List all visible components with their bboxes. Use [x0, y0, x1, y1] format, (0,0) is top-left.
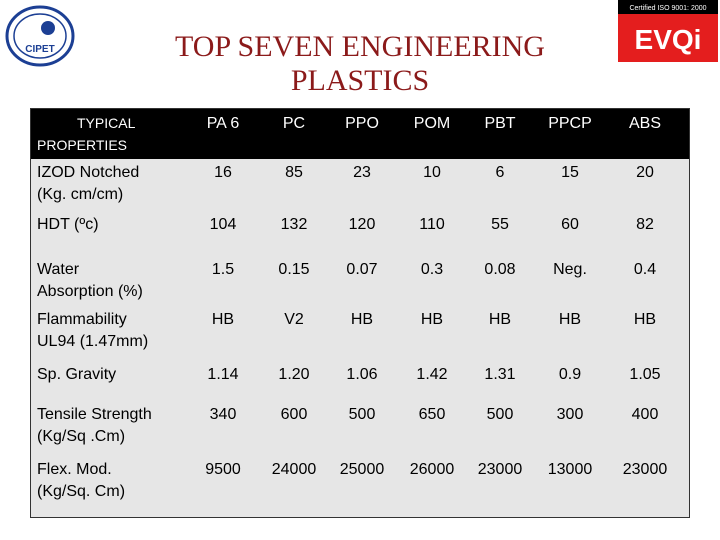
cell-value: 0.9: [558, 366, 582, 383]
header-cell: PROPERTIES: [37, 137, 127, 153]
cell-value: 10: [423, 164, 441, 181]
cell-value: 15: [561, 164, 579, 181]
cell-value: 0.4: [633, 261, 657, 278]
cell-value: 16: [214, 164, 232, 181]
header-cell: PC: [282, 115, 306, 132]
title: TOP SEVEN ENGINEERING: [175, 30, 545, 63]
row-label: UL94 (1.47mm): [37, 333, 149, 350]
cell-value: 0.3: [420, 261, 444, 278]
cell-value: 82: [636, 216, 654, 233]
cell-value: 26000: [409, 461, 455, 478]
cell-value: 55: [491, 216, 509, 233]
cell-value: 1.14: [207, 366, 239, 383]
cell-value: HB: [350, 311, 374, 328]
cell-value: 1.42: [416, 366, 448, 383]
cell-value: 1.5: [211, 261, 235, 278]
cell-value: 1.05: [629, 366, 661, 383]
logo-text: EVQi: [635, 24, 702, 55]
cell-value: HB: [633, 311, 657, 328]
cell-value: 600: [280, 406, 308, 423]
row-label: (Kg/Sq .Cm): [37, 428, 126, 445]
row-label: IZOD Notched: [37, 164, 140, 181]
cell-value: 1.20: [278, 366, 310, 383]
cell-value: 0.15: [278, 261, 310, 278]
right-logo: Certified ISO 9001: 2000 EVQi: [618, 0, 718, 62]
cell-value: 23: [353, 164, 371, 181]
row-label: Flex. Mod.: [37, 461, 112, 478]
cell-value: 300: [556, 406, 584, 423]
header-cell: PA 6: [206, 115, 240, 132]
cell-value: HB: [488, 311, 512, 328]
cell-value: Neg.: [553, 261, 587, 278]
cell-value: 110: [419, 216, 445, 233]
row-label: Absorption (%): [37, 283, 143, 300]
cell-value: 6: [495, 164, 505, 181]
header-cell: PBT: [484, 115, 516, 132]
title: PLASTICS: [290, 64, 430, 97]
cell-value: 340: [209, 406, 237, 423]
cell-value: 120: [348, 216, 376, 233]
header-cell: ABS: [628, 115, 661, 132]
cell-value: 23000: [477, 461, 523, 478]
row-label: Flammability: [37, 311, 127, 328]
row-label: Tensile Strength: [37, 406, 152, 423]
cell-value: 1.06: [346, 366, 378, 383]
cell-value: HB: [420, 311, 444, 328]
cell-value: 500: [486, 406, 514, 423]
cell-value: 1.31: [484, 366, 516, 383]
properties-table: TYPICAL PROPERTIES PA 6 PC PPO POM PBT PPCP ABS I…: [30, 108, 690, 518]
cell-value: 500: [348, 406, 376, 423]
logo-text: CIPET: [25, 44, 54, 55]
cell-value: HB: [558, 311, 582, 328]
header-cell: TYPICAL: [77, 115, 136, 131]
cell-value: 20: [636, 164, 654, 181]
header-cell: POM: [413, 115, 451, 132]
left-logo: CIPET: [5, 5, 75, 67]
row-label: (Kg/Sq. Cm): [37, 483, 126, 500]
cell-value: HB: [211, 311, 235, 328]
cell-value: 400: [631, 406, 659, 423]
cell-value: 104: [209, 216, 237, 233]
row-label: Sp. Gravity: [37, 366, 117, 383]
cell-value: 13000: [547, 461, 593, 478]
cell-value: 0.07: [346, 261, 378, 278]
cell-value: 0.08: [484, 261, 516, 278]
row-label: HDT (ºc): [37, 216, 99, 233]
cell-value: V2: [284, 311, 304, 328]
cell-value: 85: [285, 164, 303, 181]
cell-value: 24000: [271, 461, 317, 478]
header-cell: PPO: [345, 115, 379, 132]
header-cell: PPCP: [548, 115, 592, 132]
cell-value: 60: [561, 216, 579, 233]
cell-value: 23000: [622, 461, 668, 478]
cell-value: 25000: [339, 461, 385, 478]
header-row: [31, 109, 689, 159]
cell-value: 132: [280, 216, 308, 233]
cell-value: 650: [418, 406, 446, 423]
row-label: (Kg. cm/cm): [37, 186, 124, 203]
row-label: Water: [37, 261, 80, 278]
cell-value: 9500: [205, 461, 241, 478]
logo-caption: Certified ISO 9001: 2000: [629, 5, 706, 12]
